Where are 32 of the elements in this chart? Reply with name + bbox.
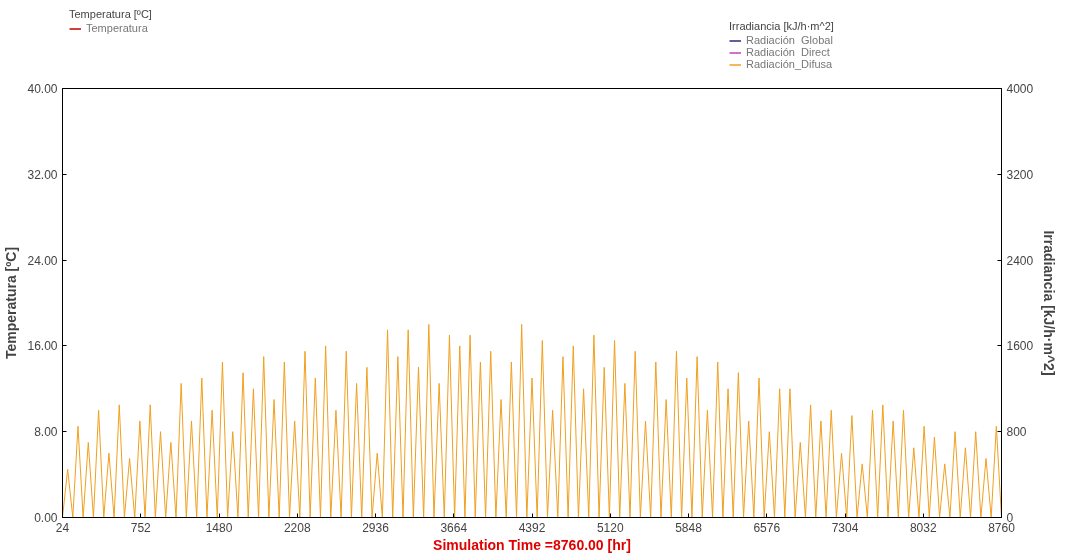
text: Irradiancia [kJ/h·m^2] xyxy=(729,20,834,32)
legend-label: Temperatura xyxy=(86,22,148,34)
text: Temperatura [ºC] xyxy=(69,8,152,20)
y2-tick-label: 800 xyxy=(1006,425,1027,440)
legend-label: Radiación Direct xyxy=(746,46,830,58)
y2-tick-label: 0 xyxy=(1006,511,1014,525)
x-tick-label: 752 xyxy=(130,520,152,535)
y-tick-label: 40.00 xyxy=(27,82,58,96)
x-tick-label: 1480 xyxy=(205,520,233,535)
legend-label: Radiación Global xyxy=(746,34,833,46)
y2-tick-label: 3200 xyxy=(1006,167,1034,182)
y2-axis-title: Irradiancia [kJ/h·m^2] xyxy=(1041,230,1058,376)
legend-label: Radiación_Difusa xyxy=(746,58,833,70)
x-tick-label: 5120 xyxy=(596,520,624,535)
x-tick-label: 4392 xyxy=(518,520,546,535)
x-tick-label: 6576 xyxy=(753,520,781,535)
x-tick-label: 3664 xyxy=(440,520,468,535)
x-tick-label: 8032 xyxy=(909,520,937,535)
y-tick-label: 16.00 xyxy=(27,339,58,354)
x-tick-label: 7304 xyxy=(831,520,859,535)
y2-tick-label: 1600 xyxy=(1006,339,1034,354)
y-axis-title: Temperatura [ºC] xyxy=(3,246,20,360)
y2-tick-label: 4000 xyxy=(1006,82,1034,96)
x-tick-label: 5848 xyxy=(675,520,703,535)
y-tick-label: 8.00 xyxy=(34,425,58,440)
y-tick-label: 24.00 xyxy=(27,253,58,268)
x-tick-label: 2936 xyxy=(362,520,390,535)
y-tick-label: 0.00 xyxy=(34,511,58,525)
y-tick-label: 32.00 xyxy=(27,167,58,182)
y2-tick-label: 2400 xyxy=(1006,253,1034,268)
x-axis-title: Simulation Time =8760.00 [hr] xyxy=(433,536,631,553)
x-tick-label: 2208 xyxy=(283,520,311,535)
